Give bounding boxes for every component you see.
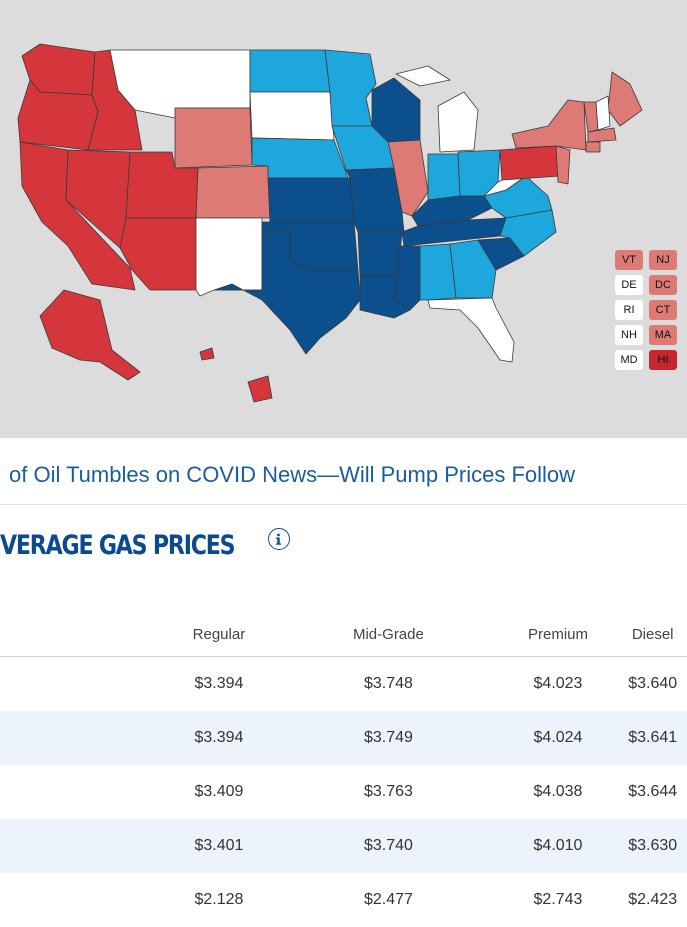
info-icon[interactable]	[268, 528, 290, 550]
premium-price: $4.023	[533, 675, 583, 692]
regular-price: $3.394	[158, 711, 280, 765]
mid-grade-price: $3.749	[279, 711, 498, 765]
news-headline-bar: of Oil Tumbles on COVID News—Will Pump P…	[0, 438, 687, 505]
state-wyoming[interactable]	[174, 107, 253, 169]
us-states-map	[17, 43, 643, 403]
diesel-price: $3.630	[618, 819, 687, 873]
gas-prices-table: Regular Mid-Grade Premium Diesel $3.394 …	[0, 612, 687, 927]
state-mississippi[interactable]	[393, 245, 421, 311]
state-michigan-upper	[395, 65, 451, 87]
state-kansas[interactable]	[267, 177, 355, 223]
table-row: $3.394 $3.748 $4.023 $3.640	[0, 657, 687, 712]
mid-grade-price: $2.477	[363, 891, 413, 908]
legend-chip-hi[interactable]: HI	[649, 350, 677, 370]
state-hawaii-1[interactable]	[199, 347, 215, 361]
row-label	[0, 819, 159, 873]
small-states-legend: VT NJ DE DC RI CT NH MA MD HI	[615, 250, 687, 375]
state-hawaii-2[interactable]	[247, 375, 273, 403]
state-georgia[interactable]	[449, 239, 497, 299]
table-row: $2.128 $2.477 $2.743 $2.423	[0, 873, 687, 927]
state-connecticut[interactable]	[585, 141, 601, 153]
diesel-price: $3.641	[618, 711, 687, 765]
row-label	[0, 873, 159, 927]
state-texas[interactable]	[213, 231, 361, 355]
state-indiana[interactable]	[427, 153, 461, 201]
legend-chip-nh[interactable]: NH	[615, 325, 643, 345]
state-massachusetts[interactable]	[587, 127, 617, 143]
premium-price: $4.010	[497, 819, 619, 873]
state-alabama[interactable]	[419, 243, 457, 301]
legend-chip-dc[interactable]: DC	[649, 275, 677, 295]
regular-price: $3.409	[194, 783, 244, 800]
regular-price: $3.394	[194, 675, 244, 692]
state-michigan	[437, 91, 479, 153]
state-south-dakota	[249, 91, 335, 141]
state-maine[interactable]	[607, 71, 643, 127]
state-new-mexico	[195, 217, 263, 297]
column-header-diesel: Diesel	[618, 612, 687, 657]
column-header-label	[0, 612, 159, 657]
page-title: VERAGE GAS PRICES	[0, 530, 236, 561]
state-florida	[427, 297, 515, 363]
row-label	[0, 711, 159, 765]
premium-price: $2.743	[533, 891, 583, 908]
table-header-row: Regular Mid-Grade Premium Diesel	[0, 612, 687, 657]
legend-chip-ri[interactable]: RI	[615, 300, 643, 320]
state-minnesota[interactable]	[324, 49, 377, 127]
premium-price: $4.038	[533, 783, 583, 800]
state-colorado[interactable]	[195, 165, 271, 219]
diesel-price: $3.644	[628, 783, 678, 800]
legend-chip-md[interactable]: MD	[615, 350, 643, 370]
news-headline-link[interactable]: of Oil Tumbles on COVID News—Will Pump P…	[9, 462, 576, 487]
column-header-premium: Premium	[497, 612, 619, 657]
state-alaska[interactable]	[39, 289, 141, 381]
gas-price-map: VT NJ DE DC RI CT NH MA MD HI	[0, 0, 687, 438]
state-new-jersey[interactable]	[555, 145, 571, 185]
column-header-regular: Regular	[158, 612, 280, 657]
regular-price: $2.128	[194, 891, 244, 908]
state-new-york[interactable]	[511, 99, 587, 151]
regular-price: $3.401	[158, 819, 280, 873]
column-header-mid-grade: Mid-Grade	[279, 612, 498, 657]
legend-chip-nj[interactable]: NJ	[649, 250, 677, 270]
mid-grade-price: $3.763	[363, 783, 413, 800]
state-missouri[interactable]	[345, 167, 405, 233]
legend-chip-ct[interactable]: CT	[649, 300, 677, 320]
state-north-dakota[interactable]	[249, 49, 331, 93]
state-wisconsin[interactable]	[371, 77, 421, 143]
table-row: $3.394 $3.749 $4.024 $3.641	[0, 711, 687, 765]
table-row: $3.401 $3.740 $4.010 $3.630	[0, 819, 687, 873]
mid-grade-price: $3.740	[279, 819, 498, 873]
legend-chip-ma[interactable]: MA	[649, 325, 677, 345]
diesel-price: $3.640	[628, 675, 678, 692]
state-vermont[interactable]	[583, 101, 599, 133]
state-arkansas[interactable]	[357, 231, 403, 277]
legend-chip-de[interactable]: DE	[615, 275, 643, 295]
premium-price: $4.024	[497, 711, 619, 765]
legend-chip-vt[interactable]: VT	[615, 250, 643, 270]
mid-grade-price: $3.748	[363, 675, 413, 692]
diesel-price: $2.423	[628, 891, 678, 908]
table-row: $3.409 $3.763 $4.038 $3.644	[0, 765, 687, 819]
state-pennsylvania[interactable]	[499, 145, 561, 181]
state-new-hampshire	[595, 95, 611, 131]
row-label	[0, 657, 159, 712]
row-label	[0, 765, 159, 819]
